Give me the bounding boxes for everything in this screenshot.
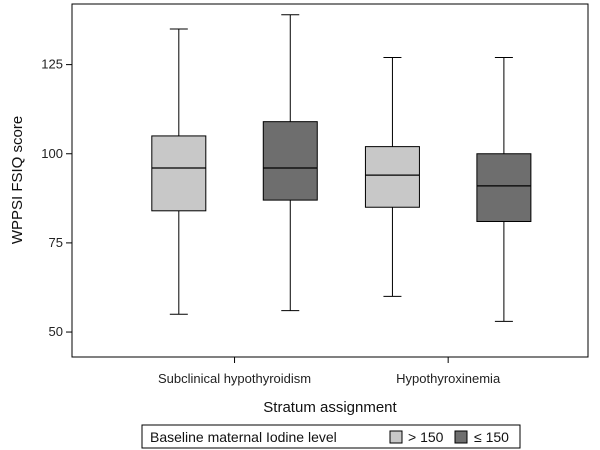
y-tick-label: 75 [49,235,63,250]
legend-label-le150: ≤ 150 [474,429,509,445]
legend: Baseline maternal Iodine level > 150 ≤ 1… [141,424,521,449]
box-series [151,14,532,322]
y-tick-label: 125 [41,57,63,72]
iqr-box [151,135,207,212]
y-axis: 50 75 100 125 [41,57,72,339]
legend-title: Baseline maternal Iodine level [150,429,337,445]
box [476,56,532,322]
box [262,14,318,312]
legend-swatch-gt150 [389,430,403,444]
legend-label-gt150: > 150 [408,429,444,445]
x-tick-label: Hypothyroxinemia [396,371,501,386]
legend-swatch-le150 [454,430,468,444]
y-tick-label: 50 [49,324,63,339]
legend-frame [141,424,521,449]
iqr-box [364,146,420,208]
iqr-box [476,153,532,223]
box [151,28,207,315]
iqr-box [262,121,318,201]
y-axis-title: WPPSI FSIQ score [9,116,26,244]
box [364,56,420,297]
x-tick-label: Subclinical hypothyroidism [158,371,311,386]
x-axis: Subclinical hypothyroidism Hypothyroxinem… [158,357,501,386]
x-axis-title: Stratum assignment [263,399,397,416]
y-tick-label: 100 [41,146,63,161]
